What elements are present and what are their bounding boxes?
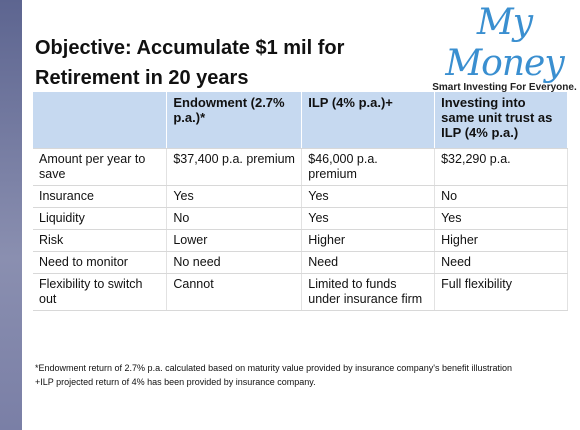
row-label: Insurance [33, 185, 168, 208]
table-cell: Higher [434, 229, 568, 252]
logo: My Money Smart Investing For Everyone. [432, 2, 577, 93]
table-cell: Yes [301, 207, 436, 230]
row-label: Flexibility to switch out [33, 273, 168, 311]
side-bar [0, 0, 22, 430]
footnote: *Endowment return of 2.7% p.a. calculate… [35, 363, 512, 373]
logo-text: My Money [445, 2, 564, 84]
table-cell: Yes [301, 185, 436, 208]
table-cell: Limited to funds under insurance firm [301, 273, 436, 311]
table-cell: $32,290 p.a. [434, 148, 568, 186]
table-cell: Need [434, 251, 568, 274]
title-line: Objective: Accumulate $1 mil for [35, 37, 345, 59]
table-cell: Cannot [166, 273, 303, 311]
header-row: Endowment (2.7% p.a.)* ILP (4% p.a.)+ Inve… [33, 92, 568, 149]
tagline: Smart Investing For Everyone. [432, 82, 577, 93]
table-cell: Full flexibility [434, 273, 568, 311]
title-line: Retirement in 20 years [35, 67, 249, 89]
table-row: Amount per year to save $37,400 p.a. prem… [33, 148, 568, 186]
table-cell: No [166, 207, 303, 230]
table-cell: Lower [166, 229, 303, 252]
table-row: Need to monitor No need Need Need [33, 251, 568, 274]
table-body: Amount per year to save $37,400 p.a. prem… [33, 148, 568, 311]
table-cell: Yes [166, 185, 303, 208]
row-label: Amount per year to save [33, 148, 168, 186]
title: Objective: Accumulate $1 mil for Retirem… [35, 33, 344, 93]
table-cell: Higher [301, 229, 436, 252]
header-cell: Investing into same unit trust as ILP (4… [434, 92, 568, 149]
row-label: Need to monitor [33, 251, 168, 274]
footnote: +ILP projected return of 4% has been pro… [35, 377, 316, 387]
row-label: Liquidity [33, 207, 168, 230]
table-cell: $46,000 p.a. premium [301, 148, 436, 186]
footnotes: *Endowment return of 2.7% p.a. calculate… [35, 361, 555, 389]
table-row: Flexibility to switch out Cannot Limited t… [33, 273, 568, 311]
table-cell: $37,400 p.a. premium [166, 148, 303, 186]
header-cell: ILP (4% p.a.)+ [301, 92, 436, 149]
table-row: Liquidity No Yes Yes [33, 207, 568, 230]
table-cell: No need [166, 251, 303, 274]
table-cell: No [434, 185, 568, 208]
table-cell: Need [301, 251, 436, 274]
table-row: Risk Lower Higher Higher [33, 229, 568, 252]
row-label: Risk [33, 229, 168, 252]
table-cell: Yes [434, 207, 568, 230]
header-cell [33, 92, 168, 149]
comparison-table: Endowment (2.7% p.a.)* ILP (4% p.a.)+ Inve… [33, 92, 568, 311]
header-cell: Endowment (2.7% p.a.)* [166, 92, 303, 149]
table-row: Insurance Yes Yes No [33, 185, 568, 208]
